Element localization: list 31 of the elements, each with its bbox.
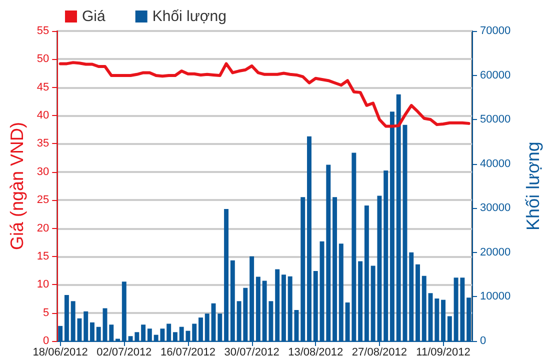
x-tick-label: 02/07/2012 xyxy=(96,346,152,358)
y-tick-label: 30 xyxy=(36,166,50,178)
y2-tick-label: 70000 xyxy=(480,25,511,37)
x-tick-label: 27/08/2012 xyxy=(352,346,407,358)
y-tick-label: 5 xyxy=(43,306,50,319)
y2-tick-label: 60000 xyxy=(480,69,511,82)
y-tick-label: 45 xyxy=(36,81,50,94)
y2-tick-label: 0 xyxy=(480,335,486,347)
x-tick-label: 18/06/2012 xyxy=(32,346,88,358)
y2-tick-label: 40000 xyxy=(480,158,511,170)
y2-tick-label: 30000 xyxy=(480,202,511,214)
y2-tick-label: 20000 xyxy=(480,246,511,258)
y-axis-title: Giá (ngàn VND) xyxy=(7,122,27,250)
y2-tick-label: 50000 xyxy=(480,114,511,126)
y-tick-label: 15 xyxy=(36,250,50,262)
legend-label: Giá xyxy=(82,8,106,25)
y-tick-label: 10 xyxy=(36,278,50,291)
y-tick-label: 55 xyxy=(36,25,50,37)
legend-label: Khối lượng xyxy=(152,8,226,25)
y-tick-label: 25 xyxy=(36,194,50,206)
x-tick-label: 30/07/2012 xyxy=(224,346,280,358)
x-tick-label: 13/08/2012 xyxy=(288,346,344,358)
y-tick-label: 40 xyxy=(36,110,50,122)
y-tick-label: 0 xyxy=(43,335,50,347)
x-tick-label: 11/09/2012 xyxy=(416,346,470,358)
y-tick-label: 20 xyxy=(36,222,50,234)
x-tick-label: 16/07/2012 xyxy=(160,346,216,358)
y2-tick-label: 10000 xyxy=(480,290,511,303)
y-tick-label: 35 xyxy=(36,138,50,150)
y-tick-label: 50 xyxy=(36,53,50,66)
y2-axis-title: Khối lượng xyxy=(523,142,543,230)
